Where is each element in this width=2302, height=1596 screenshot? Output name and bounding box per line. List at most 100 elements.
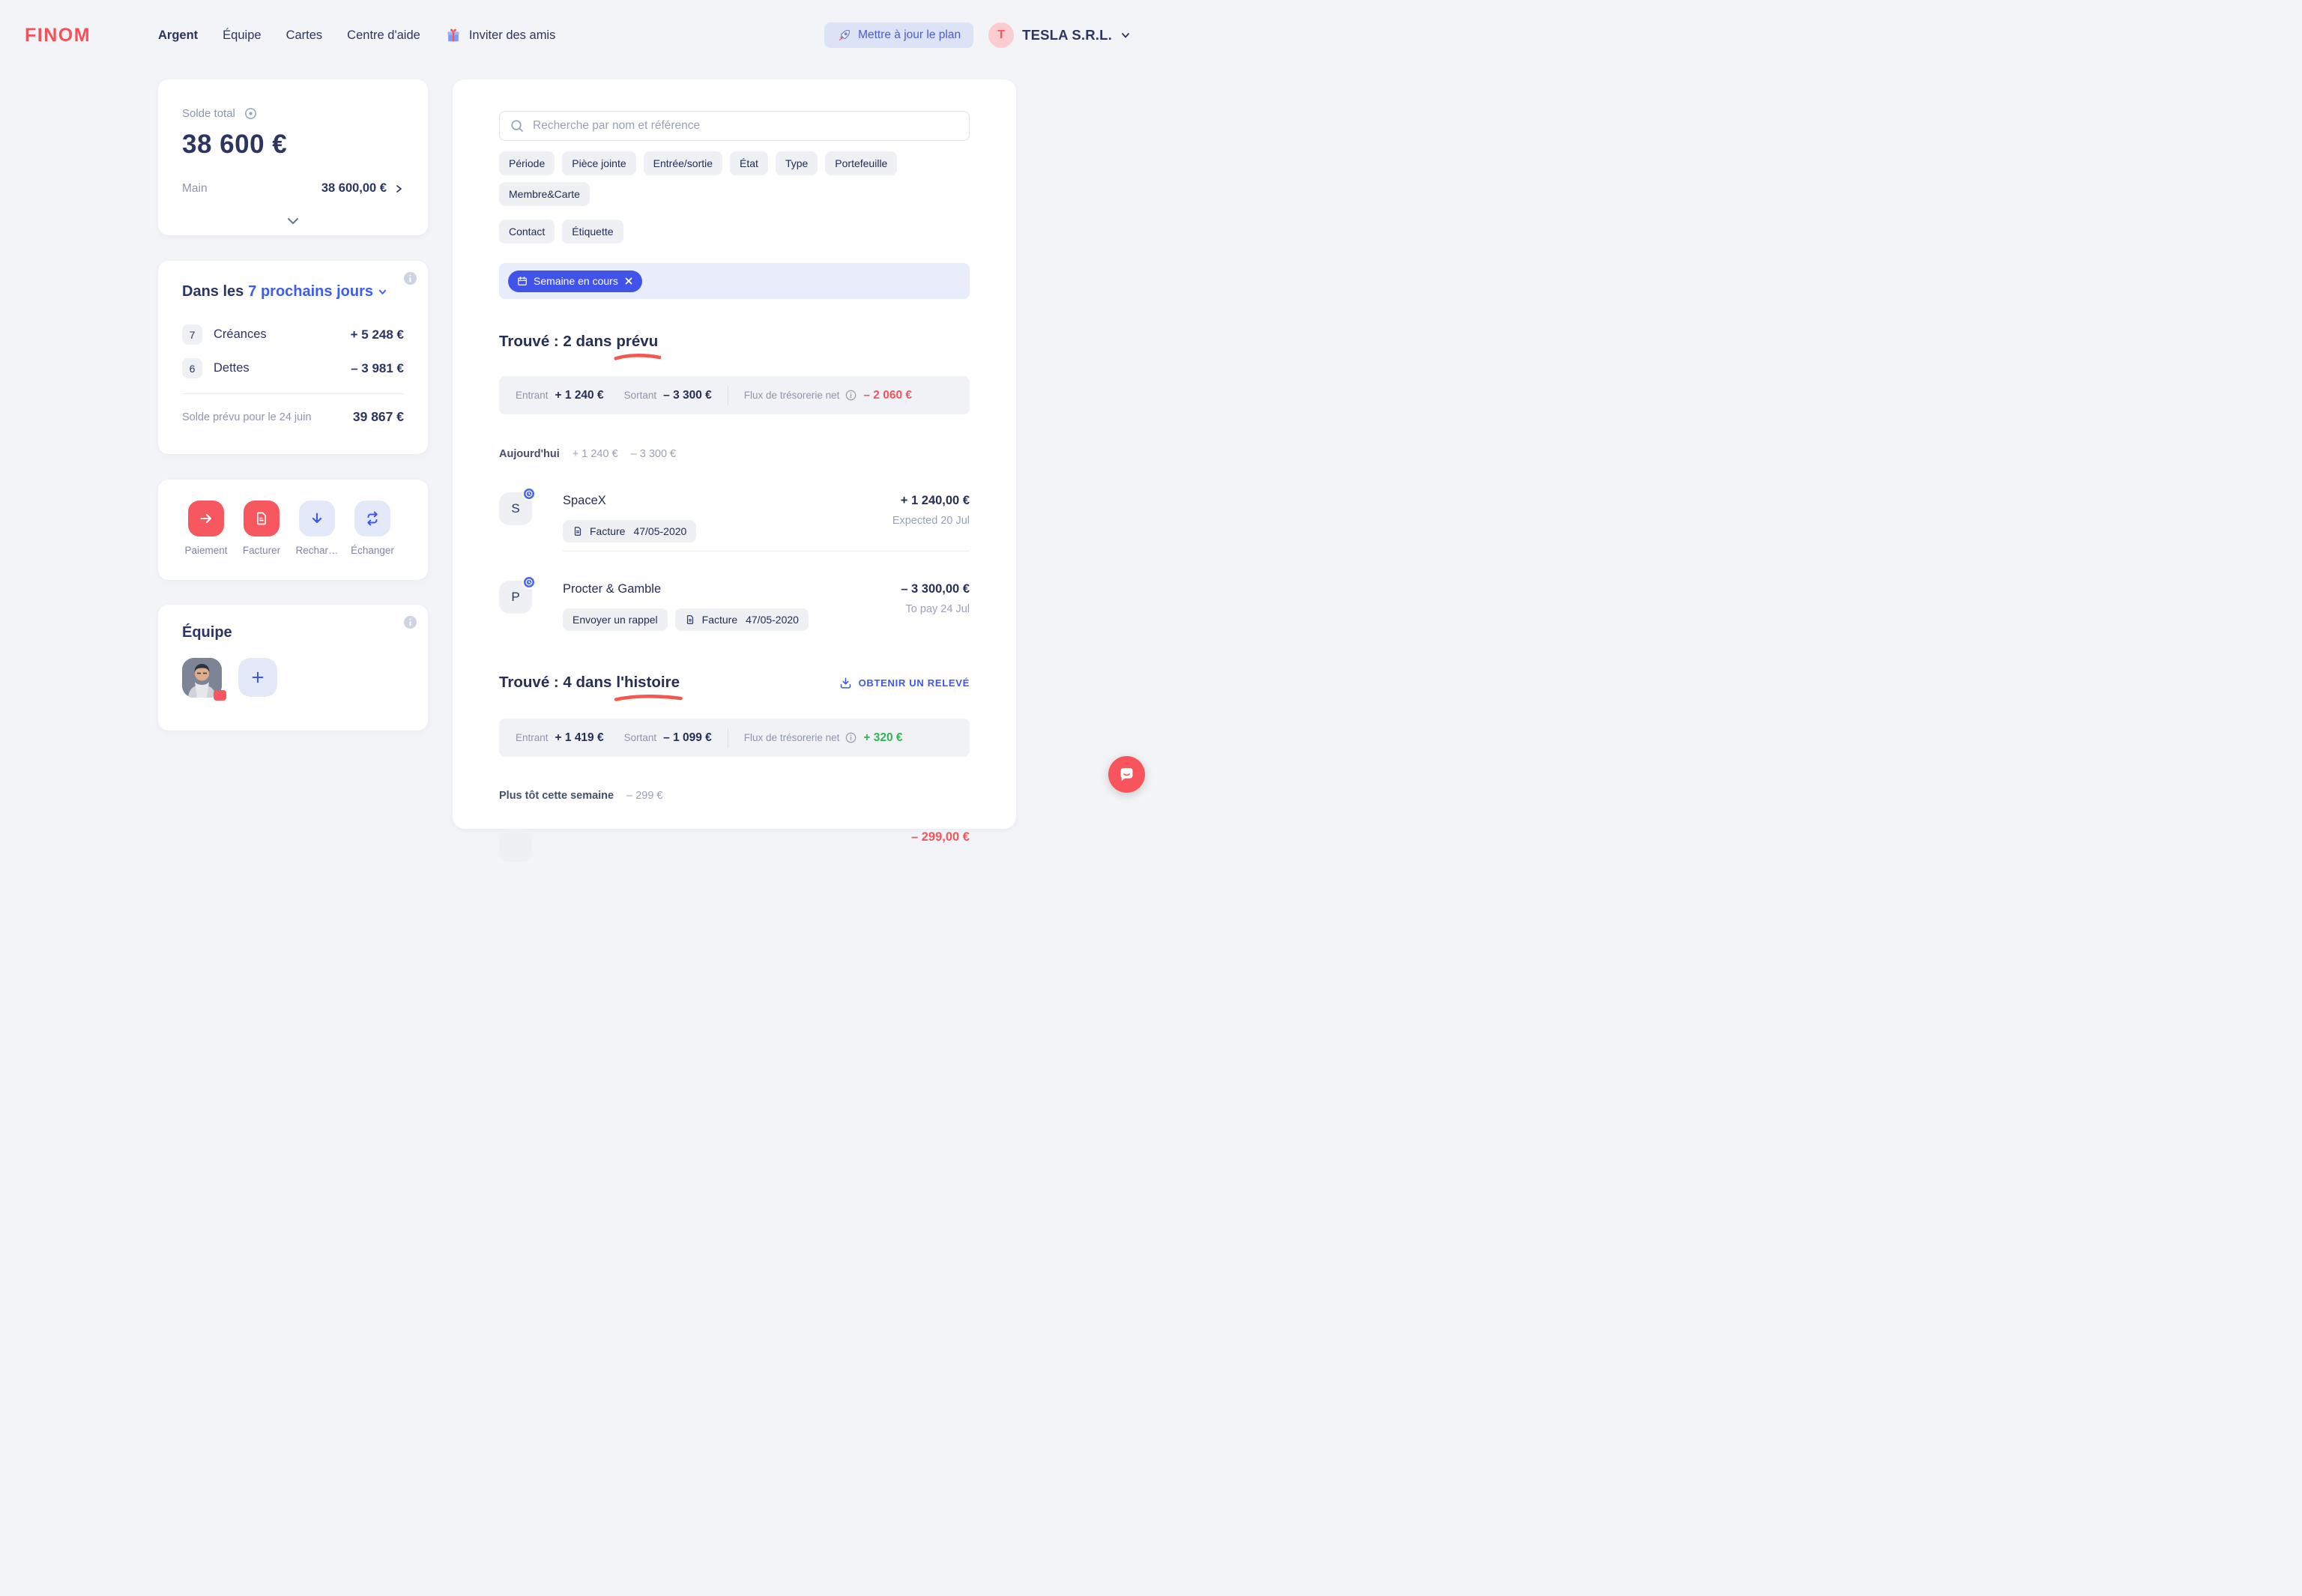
top-up-label: Rechar… (295, 545, 339, 556)
document-icon (573, 526, 583, 536)
forecast-period-dropdown[interactable]: 7 prochains jours (248, 283, 387, 300)
document-icon (685, 614, 695, 625)
invoice-chip-label: Facture (590, 525, 626, 537)
invoice-button[interactable] (244, 501, 280, 536)
send-reminder-chip[interactable]: Envoyer un rappel (563, 608, 668, 631)
filter-chip-etat[interactable]: État (730, 151, 768, 175)
receivables-row[interactable]: 7 Créances + 5 248 € (182, 324, 404, 345)
nav-item-equipe[interactable]: Équipe (223, 28, 262, 42)
filter-chip-etiquette[interactable]: Étiquette (562, 220, 623, 244)
counterparty-name: Procter & Gamble (563, 582, 662, 596)
filter-chip-contact[interactable]: Contact (499, 220, 555, 244)
nav-item-centre-aide[interactable]: Centre d'aide (347, 28, 420, 42)
debts-row[interactable]: 6 Dettes – 3 981 € (182, 358, 404, 378)
debts-amount: – 3 981 € (351, 360, 404, 375)
nav-item-argent[interactable]: Argent (158, 28, 199, 42)
planned-summary-bar: Entrant + 1 240 € Sortant – 3 300 € Flux… (499, 376, 970, 414)
inflow-label: Entrant (516, 390, 549, 401)
plus-icon (250, 669, 266, 686)
active-filters-bar: Semaine en cours (499, 263, 970, 299)
active-filter-semaine-en-cours[interactable]: Semaine en cours (508, 270, 642, 292)
transaction-row-procter-gamble[interactable]: P Procter & Gamble Envoyer un rappel (499, 575, 970, 631)
inflow-value: + 1 419 € (555, 731, 604, 744)
transaction-amount: + 1 240,00 € (900, 494, 970, 507)
payment-button[interactable] (188, 501, 224, 536)
scheduled-clock-badge (522, 575, 536, 589)
red-underline (614, 695, 683, 701)
add-member-button[interactable] (238, 658, 277, 697)
gift-icon (445, 27, 462, 43)
owner-badge (214, 690, 226, 701)
filter-chip-type[interactable]: Type (775, 151, 818, 175)
nav-item-inviter-des-amis[interactable]: Inviter des amis (445, 27, 556, 43)
finom-logo[interactable]: FINOM (25, 25, 91, 46)
chevron-down-icon (378, 287, 387, 297)
debts-count: 6 (182, 358, 202, 378)
team-member-avatar[interactable] (182, 658, 226, 701)
filter-chip-periode[interactable]: Période (499, 151, 555, 175)
invoice-chip[interactable]: Facture 47/05-2020 (563, 520, 697, 542)
transaction-amount: – 299,00 € (911, 830, 970, 844)
team-title: Équipe (182, 624, 232, 641)
filter-chip-entree-sortie[interactable]: Entrée/sortie (643, 151, 723, 175)
invoice-chip-label: Facture (701, 614, 738, 626)
search-box (499, 111, 970, 141)
planned-title-prefix: Trouvé : 2 dans (499, 333, 612, 350)
forecast-title-prefix: Dans les (182, 283, 244, 300)
search-icon (510, 118, 525, 133)
reminder-chip-label: Envoyer un rappel (573, 614, 658, 626)
debts-label: Dettes (214, 361, 250, 375)
balance-label: Solde total (182, 107, 235, 120)
main-nav: Argent Équipe Cartes Centre d'aide Invit… (158, 0, 555, 70)
filter-chip-portefeuille[interactable]: Portefeuille (825, 151, 898, 175)
invoice-label: Facturer (242, 545, 281, 556)
scheduled-clock-badge (522, 487, 536, 501)
account-row-main[interactable]: Main 38 600,00 € (182, 181, 404, 196)
group-label-today: Aujourd'hui (499, 448, 560, 460)
top-up-button[interactable] (299, 501, 335, 536)
invoice-chip-ref: 47/05-2020 (746, 614, 799, 626)
chevron-down-icon (1120, 30, 1131, 40)
invoice-chip-ref: 47/05-2020 (633, 525, 687, 537)
eye-icon[interactable] (244, 106, 258, 121)
group-outflow: – 299 € (626, 790, 663, 802)
net-cashflow-value: + 320 € (863, 731, 903, 744)
transaction-amount: – 3 300,00 € (901, 582, 970, 596)
invoice-chip[interactable]: Facture 47/05-2020 (674, 608, 809, 631)
active-filter-label: Semaine en cours (534, 275, 618, 287)
counterparty-avatar: P (499, 575, 536, 614)
close-icon[interactable] (624, 276, 633, 285)
account-menu[interactable]: T TESLA S.R.L. (988, 22, 1131, 48)
transaction-row-partial[interactable]: – 299,00 € (499, 829, 970, 862)
history-section-head: Trouvé : 4 dans l'histoire OBTENIR UN REL… (499, 674, 970, 701)
nav-item-cartes[interactable]: Cartes (286, 28, 323, 42)
search-input[interactable] (533, 119, 959, 133)
net-cashflow-value: – 2 060 € (863, 388, 913, 402)
quick-actions-card: Paiement Facturer Rechar… (158, 480, 428, 580)
info-icon[interactable] (845, 732, 857, 743)
info-icon[interactable] (845, 390, 857, 401)
history-title-prefix: Trouvé : 4 dans (499, 674, 612, 691)
expand-accounts-chevron[interactable] (284, 214, 302, 228)
info-icon[interactable] (403, 271, 417, 285)
forecast-footer-amount: 39 867 € (352, 409, 404, 424)
filter-chip-membre-carte[interactable]: Membre&Carte (499, 182, 590, 206)
nav-invite-label: Inviter des amis (468, 28, 556, 42)
top-bar-right: Mettre à jour le plan T TESLA S.R.L. (824, 0, 1131, 70)
get-statement-link[interactable]: OBTENIR UN RELEVÉ (839, 677, 970, 689)
filter-chip-piece-jointe[interactable]: Pièce jointe (562, 151, 636, 175)
arrow-right-icon (198, 510, 214, 527)
today-group-row: Aujourd'hui + 1 240 € – 3 300 € (499, 448, 970, 460)
exchange-button[interactable] (354, 501, 390, 536)
arrow-down-icon (309, 510, 325, 527)
receivables-amount: + 5 248 € (350, 327, 404, 342)
transaction-row-spacex[interactable]: S SpaceX (499, 487, 970, 542)
upgrade-plan-button[interactable]: Mettre à jour le plan (824, 22, 974, 48)
exchange-label: Échanger (351, 545, 394, 556)
payment-label: Paiement (184, 545, 228, 556)
receivables-count: 7 (182, 324, 202, 345)
upgrade-plan-label: Mettre à jour le plan (858, 28, 961, 41)
chat-launcher-button[interactable] (1108, 756, 1145, 793)
account-amount: 38 600,00 € (321, 181, 387, 195)
info-icon[interactable] (403, 615, 417, 629)
